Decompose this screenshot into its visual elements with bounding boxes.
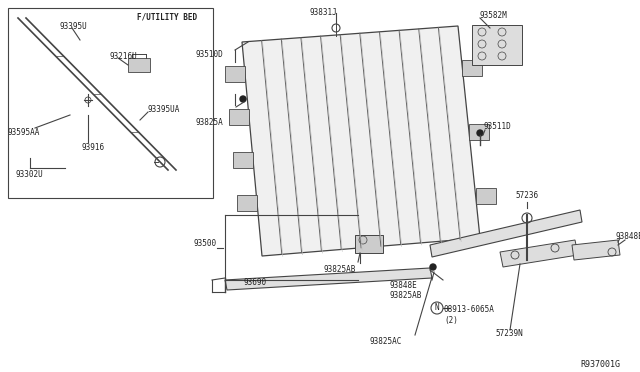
Text: 93690: 93690 xyxy=(244,278,267,287)
Text: 93831J: 93831J xyxy=(310,8,338,17)
Text: 93510D: 93510D xyxy=(195,50,223,59)
Bar xyxy=(8,8,213,198)
Text: 93595AA: 93595AA xyxy=(8,128,40,137)
Polygon shape xyxy=(229,109,249,125)
Polygon shape xyxy=(500,240,578,267)
Text: 93848E: 93848E xyxy=(615,232,640,241)
Polygon shape xyxy=(462,60,483,76)
Bar xyxy=(472,25,522,65)
Bar xyxy=(355,235,383,253)
Bar xyxy=(128,58,150,72)
Polygon shape xyxy=(572,240,620,260)
Polygon shape xyxy=(242,26,480,256)
Text: (2): (2) xyxy=(444,316,458,325)
Circle shape xyxy=(240,96,246,102)
Circle shape xyxy=(477,130,483,136)
Text: 93500: 93500 xyxy=(193,240,216,248)
Polygon shape xyxy=(233,152,253,168)
Text: 93916: 93916 xyxy=(82,143,105,152)
Text: 93825AB: 93825AB xyxy=(324,265,356,274)
Text: 93848E: 93848E xyxy=(390,281,418,290)
Text: 93825AB: 93825AB xyxy=(390,291,422,300)
Text: 93511D: 93511D xyxy=(484,122,512,131)
Polygon shape xyxy=(237,195,257,211)
Polygon shape xyxy=(225,268,432,290)
Text: F/UTILITY BED: F/UTILITY BED xyxy=(137,13,197,22)
Polygon shape xyxy=(469,124,489,140)
Text: 93825AC: 93825AC xyxy=(370,337,403,346)
Text: R937001G: R937001G xyxy=(580,360,620,369)
Text: 57239N: 57239N xyxy=(495,329,523,338)
Text: 93216U: 93216U xyxy=(110,52,138,61)
Text: N: N xyxy=(435,304,439,312)
Text: 93582M: 93582M xyxy=(480,11,508,20)
Text: 93395UA: 93395UA xyxy=(148,105,180,114)
Text: 93825A: 93825A xyxy=(195,118,223,127)
Polygon shape xyxy=(476,187,495,203)
Text: 93395U: 93395U xyxy=(60,22,88,31)
Circle shape xyxy=(430,264,436,270)
Text: 57236: 57236 xyxy=(515,191,539,200)
Polygon shape xyxy=(225,66,245,82)
Text: 08913-6065A: 08913-6065A xyxy=(444,305,495,314)
Polygon shape xyxy=(430,210,582,257)
Text: 93302U: 93302U xyxy=(15,170,43,179)
